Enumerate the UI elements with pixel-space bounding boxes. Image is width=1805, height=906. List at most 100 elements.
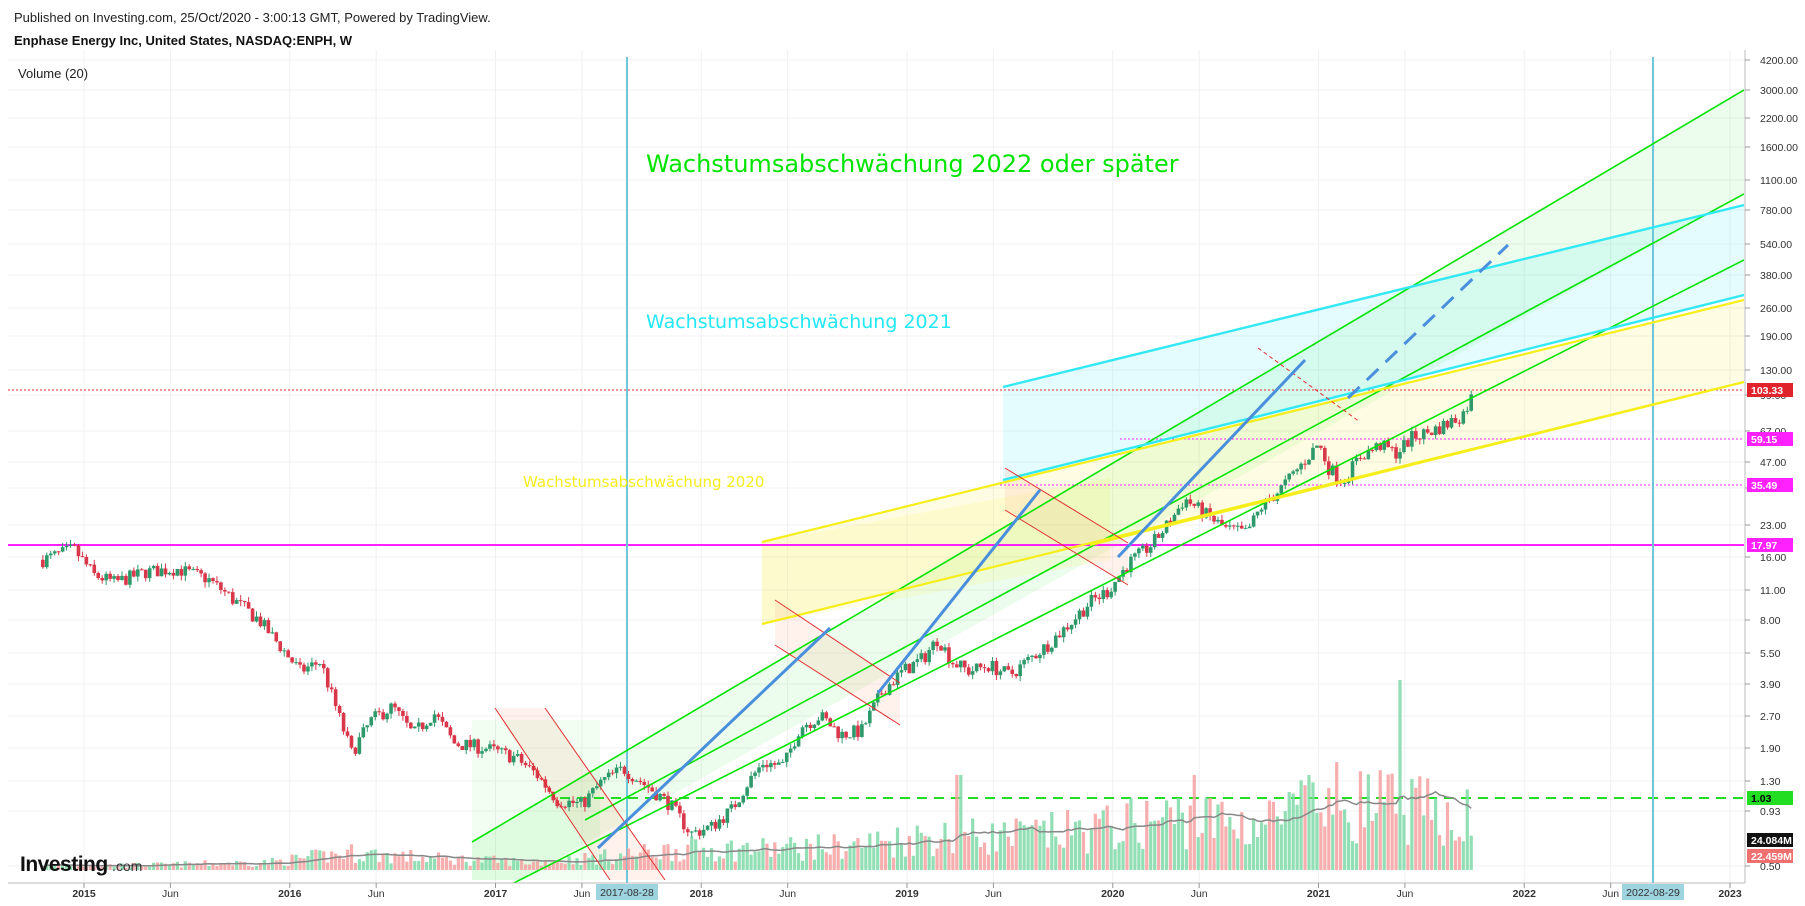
candle-body [682,813,686,830]
downtrend-2020-dashed[interactable] [1257,347,1361,423]
candle-body [468,739,472,748]
volume-bar [959,775,963,870]
time-axis[interactable]: 2015 Jun 2016 Jun 2017 Jun 2018 Jun 2019 Jun 2020 J… [72,883,1742,900]
candle-body [60,547,65,552]
candle-body [939,646,943,651]
downtrend-2019-bottom[interactable] [1004,509,1129,586]
volume-bar [385,853,389,870]
candle-body [986,668,991,672]
volume-bar [345,849,350,870]
candle-body [998,671,1003,676]
blue-trend-2019[interactable] [876,489,1042,694]
volume-bar [789,837,793,870]
volume-bar [765,843,769,870]
volume-bar [793,842,797,870]
yellow-channel-bottom[interactable] [1089,380,1744,547]
candle-body [812,724,817,729]
volume-bar [1200,832,1204,870]
volume-bar [741,845,745,870]
downtrend-2017-top[interactable] [494,707,611,881]
volume-bar [286,866,290,870]
candle-body [298,662,302,665]
y-tick-label: 2.70 [1760,711,1781,723]
volume-bar [456,857,460,870]
candle-body [808,724,813,729]
candle-body [440,716,445,722]
candle-body [1148,547,1153,553]
volume-bar [1434,798,1438,870]
candle-body [745,787,749,796]
candle-body [1014,674,1019,677]
blue-trend-2020[interactable] [1116,358,1307,559]
volume-bar [334,853,338,870]
volume-bar [599,854,603,870]
candle-body [777,762,781,765]
candle-body [515,754,520,756]
candle-body [132,570,136,577]
candle-body [444,721,449,728]
annotation-2022: Wachstumsabschwächung 2022 oder später [646,150,1179,178]
volume-bar [1311,782,1315,870]
volume-bar [907,835,911,870]
volume-bar [128,867,132,870]
volume-bar [1386,774,1390,870]
volume-bar [1121,841,1125,870]
volume-bar [931,856,935,870]
volume-bar [349,844,354,870]
candle-body [1307,459,1311,465]
volume-bar [1141,848,1145,870]
volume-bar [140,866,144,870]
volume-bar [1315,812,1319,870]
candle-body [531,765,536,771]
green-channel-upper[interactable] [471,89,1744,843]
volume-bar [1038,825,1042,870]
candle-body [357,737,362,754]
y-tick-label: 1.90 [1760,743,1781,755]
price-axis[interactable]: 4200.00 3000.00 2200.00 1600.00 1100.00 780.0… [1745,55,1798,873]
volume-bar [338,855,342,870]
candle-body [1220,519,1224,526]
volume-bar [88,866,92,870]
volume-bar [1437,835,1442,870]
candle-body [1192,503,1197,506]
indicator-label: Volume (20) [18,66,88,81]
candle-body [705,825,710,830]
green-channel-lower[interactable] [500,259,1744,890]
blue-trend-dashed[interactable] [1346,243,1510,400]
volume-bar [884,841,888,870]
candle-body [1366,449,1371,460]
downtrend-2019-top[interactable] [1004,467,1129,544]
volume-bar [1081,831,1086,870]
volume-bar [547,865,551,870]
volume-bar [104,864,108,870]
volume-bar [1291,793,1295,870]
volume-bar [804,838,809,870]
volume-bar [1469,835,1473,870]
candle-body [104,573,108,581]
candle-body [207,578,211,583]
volume-bar [381,853,385,870]
downtrend-2018-top[interactable] [774,599,901,684]
x-tick-label: Jun [162,888,179,900]
candle-body [503,748,508,751]
candle-body [409,722,413,729]
blue-trend-2017[interactable] [596,626,832,850]
volume-bar [1307,775,1311,870]
cyan-channel-upper[interactable] [1002,203,1744,389]
candle-body [230,592,235,604]
published-line: Published on Investing.com, 25/Oct/2020 … [14,10,491,25]
volume-bar [887,841,892,870]
candle-body [678,805,682,814]
cyan-channel-lower[interactable] [1002,293,1744,482]
volume-bar [785,843,789,870]
volume-bar [1224,826,1228,870]
candle-body [500,748,504,750]
candle-body [1228,525,1232,527]
investing-logo-main: Investing [20,853,108,876]
yellow-channel-upper[interactable] [761,298,1744,544]
volume-bar [923,836,927,870]
candle-body [1330,465,1335,476]
candle-body [1390,447,1394,449]
downtrend-2017-bottom[interactable] [544,707,666,881]
